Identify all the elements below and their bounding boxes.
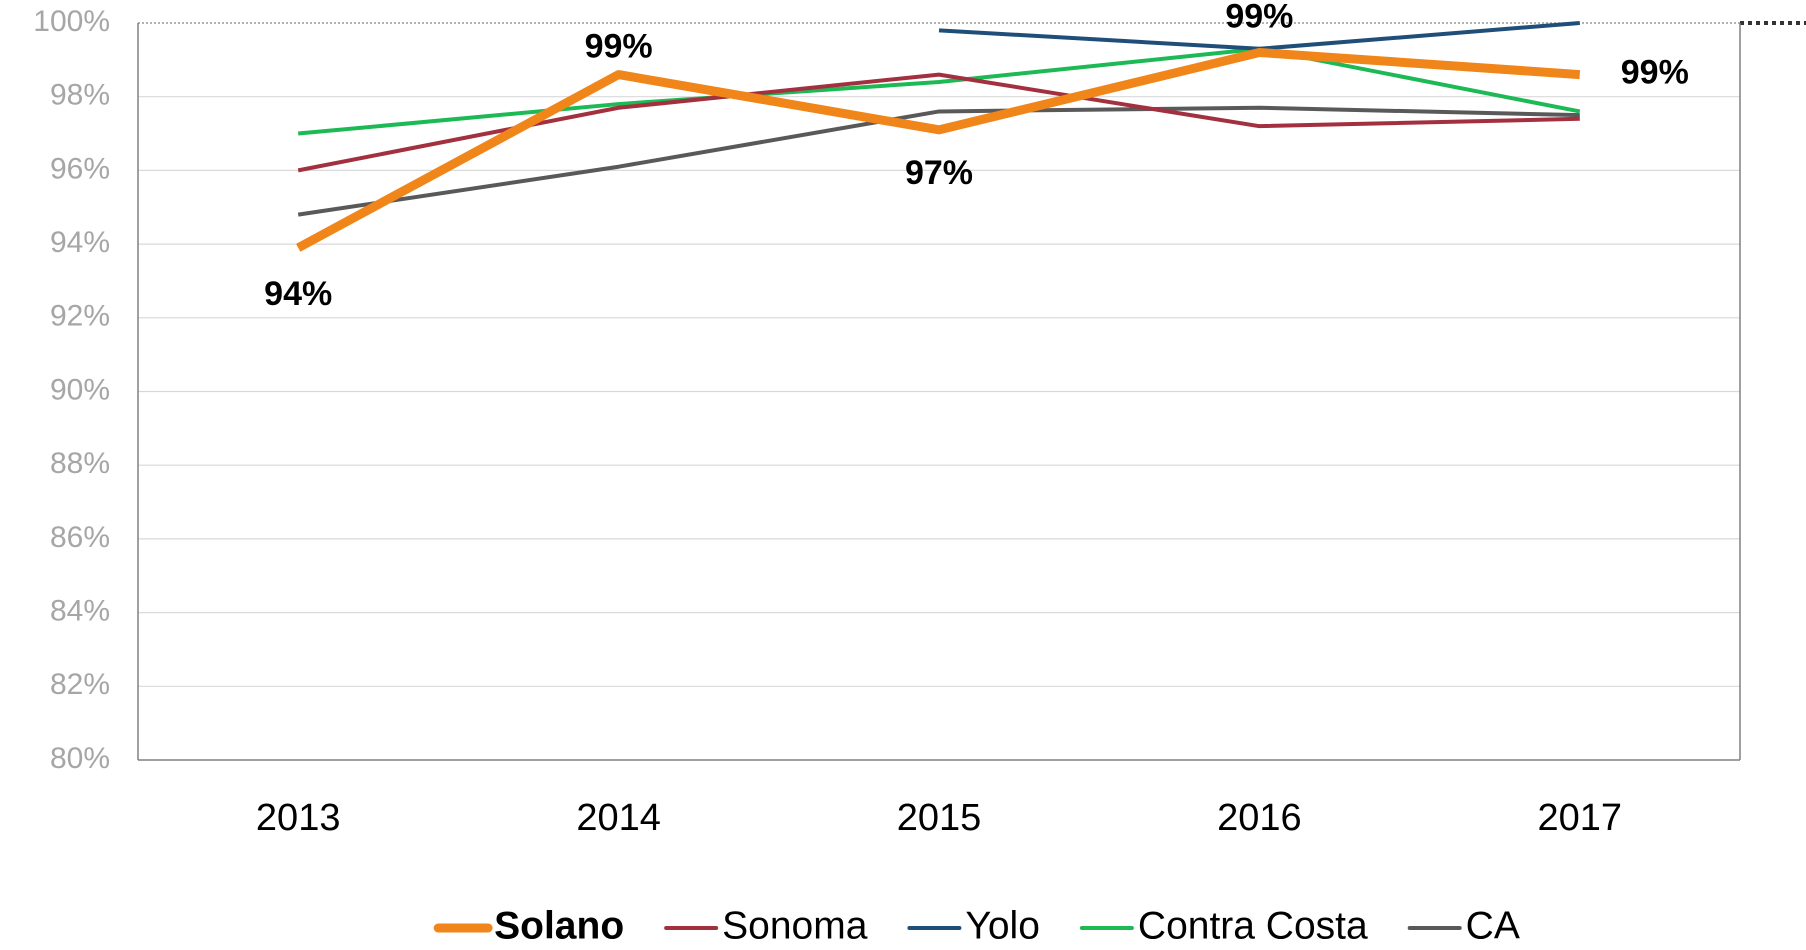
y-tick-label: 92% [50,300,110,333]
x-tick-label: 2017 [1538,797,1623,839]
y-tick-label: 98% [50,79,110,112]
x-tick-label: 2013 [256,797,341,839]
y-tick-label: 94% [50,226,110,259]
series-line [296,47,1581,252]
data-label: 94% [264,275,332,313]
data-label: 97% [905,154,973,192]
series-line [298,46,1581,136]
data-label: 99% [585,28,653,66]
series-line [297,105,1580,217]
y-tick-label: 80% [50,742,110,775]
legend-label: CA [1466,904,1520,947]
y-tick-label: 100% [33,5,110,38]
legend-label: Contra Costa [1138,904,1368,947]
legend: Solano Sonoma Yolo Contra Costa CA [433,904,1520,947]
x-tick-label: 2015 [897,797,982,839]
legend-label: Sonoma [722,904,868,947]
x-tick-label: 2014 [576,797,661,839]
y-tick-label: 82% [50,668,110,701]
data-label: 99% [1621,54,1689,92]
y-tick-label: 86% [50,521,110,554]
y-tick-label: 96% [50,152,110,185]
x-tick-label: 2016 [1217,797,1302,839]
data-label: 99% [1225,0,1293,35]
y-tick-label: 88% [50,447,110,480]
legend-label: Solano [494,904,624,947]
y-tick-label: 84% [50,595,110,628]
legend-label: Yolo [965,904,1039,947]
y-tick-label: 90% [50,373,110,406]
